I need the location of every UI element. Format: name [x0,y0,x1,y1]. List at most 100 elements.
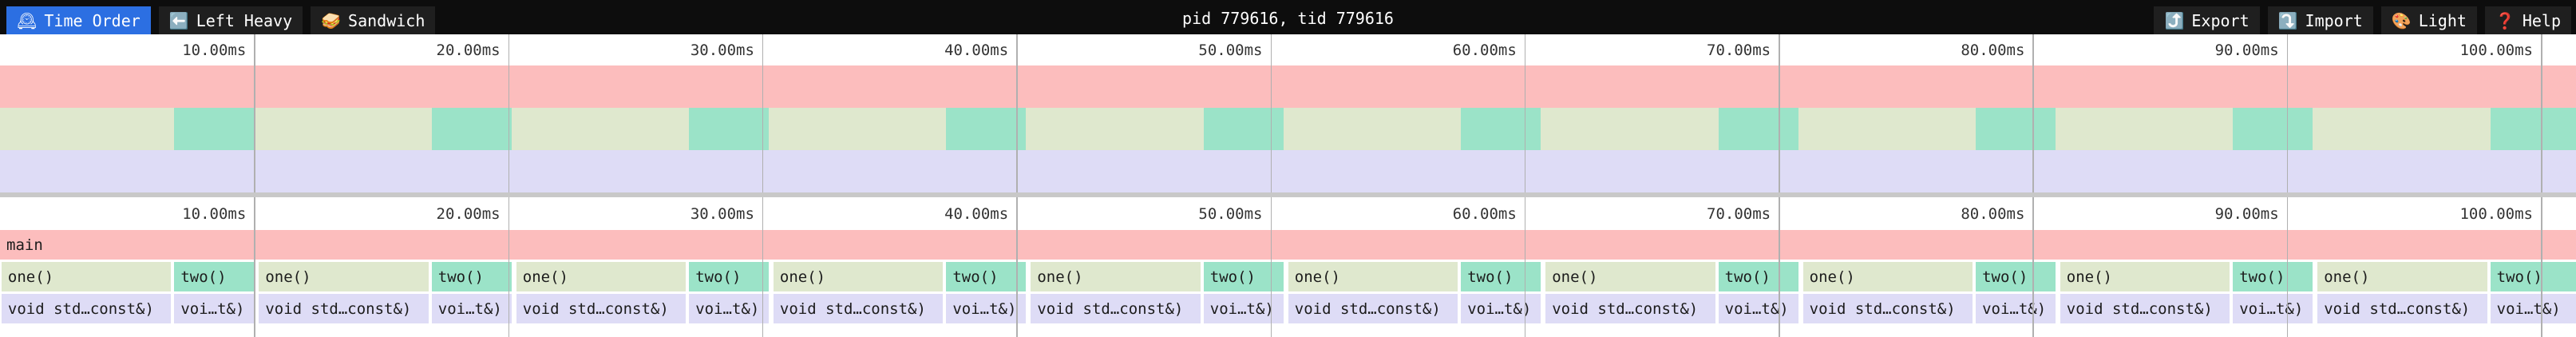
import-icon: ⤵️ [2277,10,2298,30]
minimap-chart-divider [0,192,2576,197]
frame-two[interactable]: two() [1718,262,1798,291]
left-arrow-icon: ⬅️ [168,10,189,30]
frame-sleep-under-two[interactable]: voi…t&) [1203,294,1284,323]
tab-left-heavy-label: Left Heavy [196,10,293,30]
frame-sleep-under-two[interactable]: voi…t&) [2233,294,2313,323]
frame-one[interactable]: one() [1,262,172,291]
ruler-tick-label: 20.00ms [436,205,501,223]
minimap-two-span [2490,108,2576,150]
frame-sleep-under-one[interactable]: void std…const&) [773,294,944,323]
palette-icon: 🎨 [2391,10,2412,30]
flame-chart[interactable]: 10.00ms 20.00ms 30.00ms 40.00ms 50.00ms 60.00… [0,197,2576,337]
frame-sleep-under-two[interactable]: voi…t&) [1461,294,1541,323]
export-button[interactable]: ⤴️ Export [2154,6,2260,34]
frame-two[interactable]: two() [689,262,770,291]
ruler-tick-label: 80.00ms [1961,205,2025,223]
theme-toggle-label: Light [2418,10,2467,30]
frame-one[interactable]: one() [1288,262,1458,291]
ruler-tick-label: 80.00ms [1961,42,2025,59]
frame-two[interactable]: two() [1461,262,1541,291]
import-button-label: Import [2305,10,2363,30]
frame-sleep-under-two[interactable]: voi…t&) [174,294,255,323]
frame-sleep-under-one[interactable]: void std…const&) [1802,294,1973,323]
minimap-band-level2 [0,150,2576,192]
ruler-tick-label: 10.00ms [182,42,247,59]
sandwich-icon: 🥪 [321,10,342,30]
frame-sleep-under-one[interactable]: void std…const&) [1288,294,1458,323]
frame-sleep-under-two[interactable]: voi…t&) [1718,294,1798,323]
frame-two[interactable]: two() [2490,262,2576,291]
frame-sleep-under-two[interactable]: voi…t&) [2490,294,2576,323]
minimap-two-span [1461,108,1541,150]
minimap-two-span [1718,108,1798,150]
frame-sleep-under-two[interactable]: voi…t&) [689,294,770,323]
frame-sleep-under-one[interactable]: void std…const&) [1,294,172,323]
ruler-tick-label: 90.00ms [2214,205,2279,223]
help-button[interactable]: ❓ Help [2484,6,2571,34]
ruler-tick-label: 70.00ms [1707,205,1771,223]
view-tabs: 🕰 Time Order ⬅️ Left Heavy 🥪 Sandwich [6,6,436,34]
ruler-tick-label: 100.00ms [2459,205,2533,223]
ruler-tick-label: 40.00ms [944,205,1009,223]
minimap-two-span [174,108,255,150]
tab-time-order[interactable]: 🕰 Time Order [6,6,151,34]
frame-sleep-under-two[interactable]: voi…t&) [946,294,1027,323]
frame-sleep-under-one[interactable]: void std…const&) [1031,294,1201,323]
frame-one[interactable]: one() [259,262,429,291]
help-icon: ❓ [2495,10,2515,30]
ruler-tick-label: 30.00ms [690,42,754,59]
ruler-tick-label: 20.00ms [436,42,501,59]
minimap-two-span [1976,108,2056,150]
frame-sleep-under-one[interactable]: void std…const&) [1545,294,1715,323]
frame-one[interactable]: one() [1545,262,1715,291]
chart-ruler: 10.00ms 20.00ms 30.00ms 40.00ms 50.00ms 60.00… [0,197,2576,229]
frame-sleep-under-one[interactable]: void std…const&) [259,294,429,323]
ruler-tick-label: 60.00ms [1452,42,1517,59]
frame-two[interactable]: two() [946,262,1027,291]
minimap-band-level1 [0,108,2576,150]
ruler-tick-label: 10.00ms [182,205,247,223]
export-icon: ⤴️ [2164,10,2185,30]
tab-left-heavy[interactable]: ⬅️ Left Heavy [158,6,303,34]
frame-sleep-under-one[interactable]: void std…const&) [2060,294,2230,323]
minimap-two-span [1203,108,1284,150]
minimap-two-span [431,108,512,150]
frame-one[interactable]: one() [2060,262,2230,291]
frame-sleep-under-one[interactable]: void std…const&) [516,294,687,323]
minimap[interactable]: 10.00ms 20.00ms 30.00ms 40.00ms 50.00ms 60.00… [0,34,2576,192]
frame-main[interactable]: main [0,230,2576,260]
frame-two[interactable]: two() [1203,262,1284,291]
export-button-label: Export [2191,10,2250,30]
frame-two[interactable]: two() [431,262,512,291]
ruler-tick-label: 90.00ms [2214,42,2279,59]
import-button[interactable]: ⤵️ Import [2267,6,2373,34]
tab-sandwich-label: Sandwich [348,10,425,30]
frame-two[interactable]: two() [1976,262,2056,291]
frame-one[interactable]: one() [2317,262,2487,291]
frame-two[interactable]: two() [174,262,255,291]
frame-one[interactable]: one() [516,262,687,291]
frame-one[interactable]: one() [1031,262,1201,291]
frame-one[interactable]: one() [1802,262,1973,291]
clock-icon: 🕰 [17,10,38,30]
tab-sandwich[interactable]: 🥪 Sandwich [311,6,436,34]
minimap-two-span [2233,108,2313,150]
flame-row-depth-2: void std…const&) voi…t&) void std…const&) v… [0,294,2576,323]
frame-two[interactable]: two() [2233,262,2313,291]
ruler-tick-label: 30.00ms [690,205,754,223]
minimap-two-span [689,108,770,150]
frame-sleep-under-two[interactable]: voi…t&) [431,294,512,323]
ruler-tick-label: 50.00ms [1198,205,1263,223]
flame-row-depth-1: one() two() one() two() one() two() one() two()… [0,262,2576,291]
ruler-tick-label: 100.00ms [2459,42,2533,59]
minimap-two-span [946,108,1027,150]
toolbar: pid 779616, tid 779616 🕰 Time Order ⬅️ L… [0,0,2576,34]
tab-time-order-label: Time Order [44,10,140,30]
frame-one[interactable]: one() [773,262,944,291]
flame-row-depth-0: main [0,230,2576,260]
frame-sleep-under-two[interactable]: voi…t&) [1976,294,2056,323]
frame-sleep-under-one[interactable]: void std…const&) [2317,294,2487,323]
theme-toggle-button[interactable]: 🎨 Light [2380,6,2477,34]
toolbar-actions: ⤴️ Export ⤵️ Import 🎨 Light ❓ Help [2154,6,2571,34]
